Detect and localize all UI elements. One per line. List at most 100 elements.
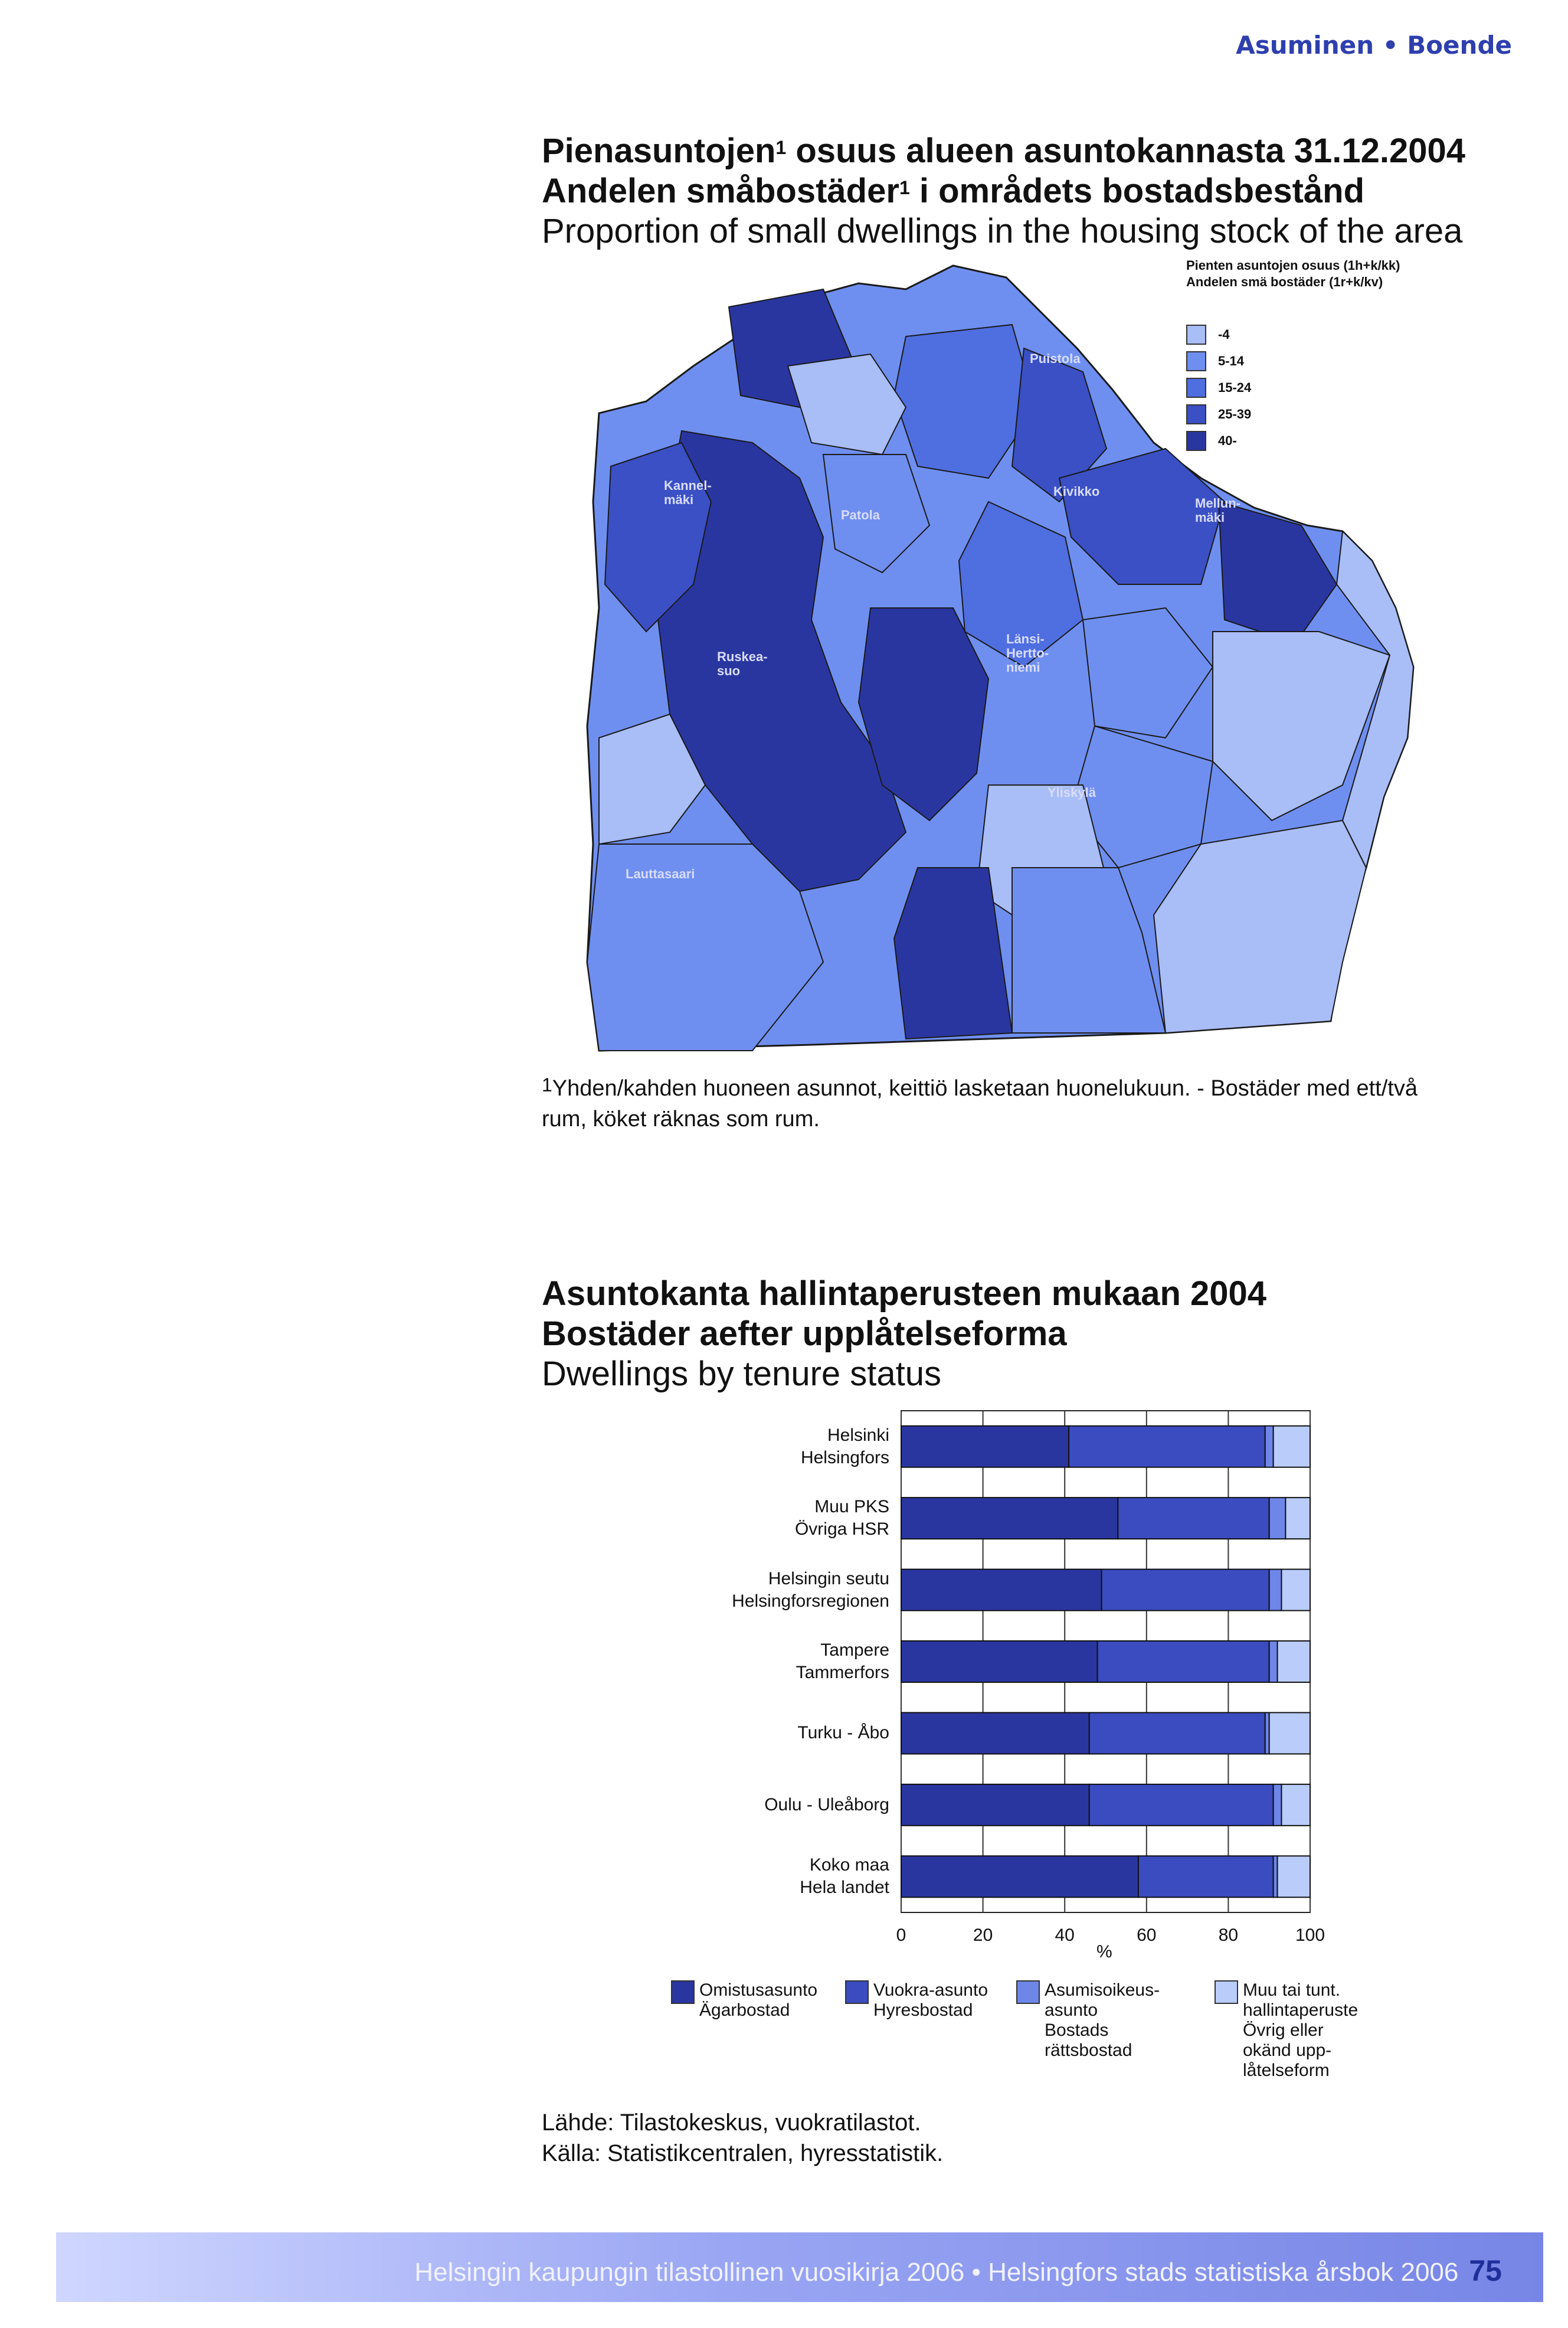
bar-segment	[1272, 1425, 1311, 1468]
map-region	[1335, 529, 1415, 869]
bar-segment	[1268, 1497, 1287, 1540]
bar-segment	[1264, 1425, 1274, 1468]
chart-legend-label: Vuokra-asunto Hyresbostad	[873, 1980, 988, 2020]
bar-segment	[1088, 1712, 1266, 1755]
district-label-ruskeasuo: Ruskea-suo	[717, 649, 768, 678]
bar-segment	[1268, 1640, 1278, 1683]
category-label: Helsinki Helsingfors	[800, 1425, 889, 1467]
category-label: Oulu - Uleåborg	[764, 1794, 889, 1814]
chart-legend-swatch	[845, 1980, 869, 2004]
district-map: Puistola Kannel-mäki Patola Kivikko Mell…	[575, 254, 1449, 1062]
map-region	[958, 501, 1084, 668]
bar-segment	[1117, 1497, 1270, 1540]
chart-legend-swatch	[1016, 1980, 1040, 2004]
map-title-fi: Pienasuntojen	[542, 132, 776, 170]
bar-segment	[1281, 1568, 1311, 1611]
map-title-sv-rest: i områdets bostadsbestånd	[909, 172, 1365, 210]
chart-legend-item: Asumisoikeus- asunto Bostads rättsbostad	[1016, 1980, 1160, 2061]
x-tick-label: 100	[1295, 1925, 1325, 1945]
bar-segment	[1276, 1855, 1311, 1898]
bar-segment	[1276, 1640, 1311, 1683]
bar-segment	[901, 1640, 1098, 1683]
legend-swatch	[1186, 351, 1206, 371]
bar-segment	[901, 1712, 1090, 1755]
chart-legend-swatch	[1215, 1980, 1238, 2004]
legend-label: 15-24	[1218, 380, 1252, 395]
bar-segment	[1268, 1712, 1311, 1755]
footnote-marker: 1	[542, 1074, 552, 1096]
map-region	[586, 843, 824, 1051]
chart-legend-item: Vuokra-asunto Hyresbostad	[845, 1980, 988, 2020]
bar-segment	[1088, 1783, 1274, 1826]
map-footnote: 1Yhden/kahden huoneen asunnot, keittiö l…	[542, 1073, 1462, 1134]
bar-segment	[1068, 1425, 1266, 1468]
chart-legend-swatch	[671, 1980, 695, 2004]
footnote-marker: 1	[775, 137, 787, 158]
district-label-yliskyla: Yliskylä	[1047, 785, 1096, 800]
map-region	[893, 867, 1013, 1040]
chart-title-en: Dwellings by tenure status	[542, 1355, 941, 1393]
district-label-mellunmaki: Mellun-mäki	[1195, 496, 1240, 525]
chart-legend-item: Muu tai tunt. hallintaperuste Övrig elle…	[1215, 1980, 1358, 2081]
footer: Helsingin kaupungin tilastollinen vuosik…	[414, 2254, 1502, 2288]
legend-items: -4 5-14 15-24 25-39 40-	[1186, 321, 1400, 454]
chart-legend-item: Omistusasunto Ägarbostad	[671, 1980, 817, 2020]
legend-label: 40-	[1218, 433, 1237, 448]
source-note: Lähde: Tilastokeskus, vuokratilastot. Kä…	[542, 2107, 943, 2169]
district-label-lansiherttoniemi: Länsi-Hertto-niemi	[1006, 632, 1049, 675]
map-region	[787, 353, 907, 456]
legend-item: 5-14	[1186, 348, 1400, 374]
bar-segment	[1096, 1640, 1270, 1683]
map-region	[657, 430, 907, 892]
bar-segment	[1137, 1855, 1274, 1898]
legend-title-fi: Pienten asuntojen osuus (1h+k/kk)	[1186, 258, 1400, 273]
map-title-sv: Andelen småbostäder	[542, 172, 899, 210]
bar-segment	[901, 1568, 1102, 1611]
legend-title-sv: Andelen smä bostäder (1r+k/kv)	[1186, 274, 1383, 289]
district-label-kivikko: Kivikko	[1053, 484, 1099, 499]
legend-swatch	[1186, 430, 1206, 451]
bar-segment	[1268, 1568, 1282, 1611]
bar-segment	[901, 1783, 1090, 1826]
footnote-marker: 1	[899, 177, 910, 198]
x-tick-label: 80	[1218, 1925, 1239, 1945]
bar-segment	[901, 1855, 1139, 1898]
map-region	[857, 607, 990, 822]
footnote-text: Yhden/kahden huoneen asunnot, keittiö la…	[542, 1076, 1418, 1132]
category-label: Turku - Åbo	[797, 1723, 889, 1743]
legend-item: 15-24	[1186, 374, 1400, 401]
source-fi: Lähde: Tilastokeskus, vuokratilastot.	[542, 2110, 921, 2136]
district-label-kannelmaki: Kannel-mäki	[664, 478, 712, 507]
page-number: 75	[1469, 2254, 1502, 2287]
map-region	[1011, 867, 1167, 1034]
chart-legend-label: Omistusasunto Ägarbostad	[699, 1980, 818, 2020]
district-label-patola: Patola	[841, 508, 880, 522]
legend-swatch	[1186, 404, 1206, 424]
district-label-lauttasaari: Lauttasaari	[626, 867, 695, 881]
chart-title-sv: Bostäder aefter upplåtelseforma	[542, 1315, 1067, 1353]
legend-label: 5-14	[1218, 353, 1245, 368]
legend-label: -4	[1218, 326, 1230, 342]
legend-swatch	[1186, 377, 1206, 398]
chart-legend-label: Muu tai tunt. hallintaperuste Övrig elle…	[1243, 1980, 1359, 2080]
bar-segment	[901, 1497, 1119, 1540]
category-label: Helsingin seutu Helsingforsregionen	[732, 1568, 889, 1611]
legend-label: 25-39	[1218, 406, 1252, 421]
x-tick-label: 40	[1055, 1925, 1075, 1945]
bar-segment	[1101, 1568, 1270, 1611]
footer-band: Helsingin kaupungin tilastollinen vuosik…	[56, 2232, 1543, 2302]
legend-swatch	[1186, 324, 1206, 345]
source-sv: Källa: Statistikcentralen, hyresstatisti…	[542, 2140, 944, 2166]
map-region	[598, 713, 706, 845]
bar-segment	[1264, 1712, 1270, 1755]
legend-item: -4	[1186, 321, 1400, 348]
bar-segment	[1272, 1855, 1278, 1898]
category-label: Tampere Tammerfors	[796, 1640, 889, 1682]
map-title-en: Proportion of small dwellings in the hou…	[542, 212, 1463, 250]
bar-segment	[1281, 1783, 1311, 1826]
x-tick-label: 20	[973, 1925, 993, 1945]
bar-segment	[1285, 1497, 1311, 1540]
chart-title: Asuntokanta hallintaperusteen mukaan 200…	[542, 1274, 1486, 1394]
x-tick-label: 60	[1137, 1925, 1157, 1945]
